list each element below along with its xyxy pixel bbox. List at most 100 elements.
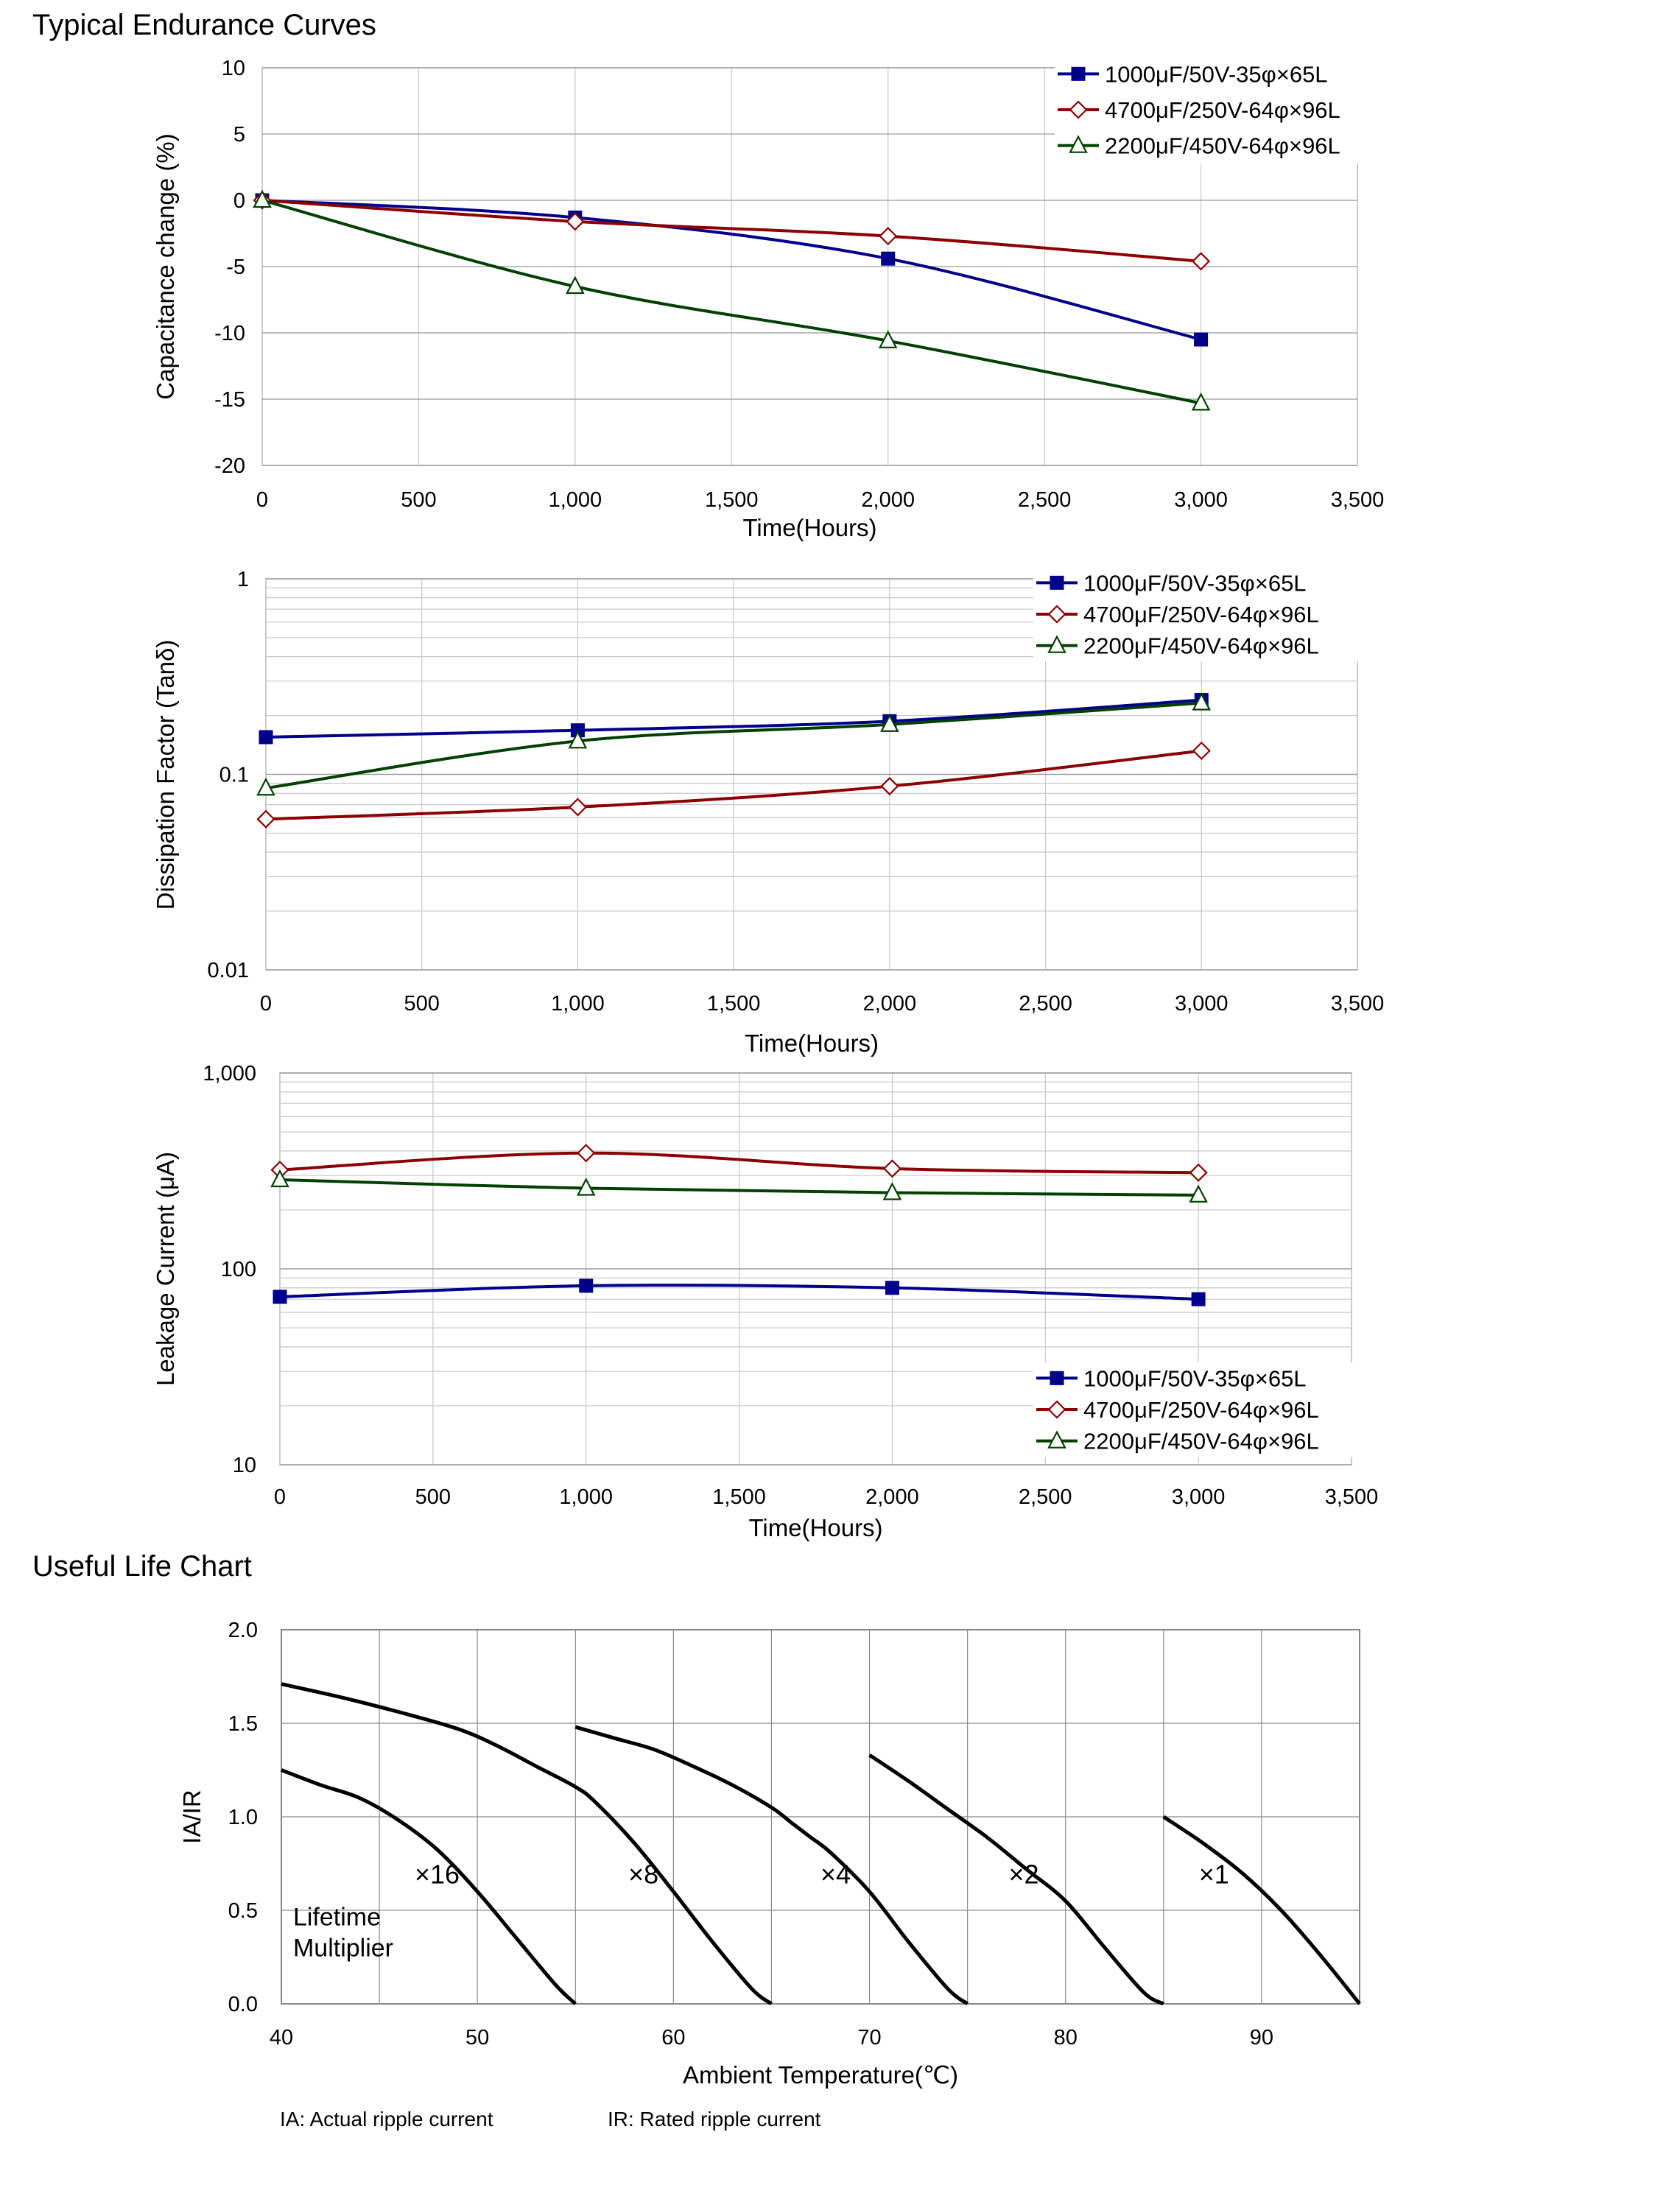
dissipation-series-line	[265, 701, 1202, 790]
capacitance-xtick-label: 0	[256, 488, 268, 512]
leakage-legend-marker	[1047, 1430, 1066, 1449]
multiplier-label: ×2	[1009, 1859, 1039, 1890]
multiplier-label: ×4	[820, 1859, 851, 1890]
dissipation-legend-marker	[1050, 575, 1064, 590]
capacitance-xtick-label: 2,500	[1018, 488, 1072, 512]
capacitance-xtick-label: 1,000	[549, 488, 602, 512]
dissipation-xtick-label: 3,000	[1175, 992, 1229, 1016]
useful-life-xtick-label: 80	[1054, 2026, 1078, 2049]
endurance-title: Typical Endurance Curves	[32, 9, 376, 41]
leakage-xtick-label: 500	[415, 1485, 451, 1509]
capacitance-y-axis-title: Capacitance change (%)	[152, 133, 179, 399]
dissipation-x-axis-title: Time(Hours)	[745, 1030, 879, 1057]
dissipation-ytick-label: 0.1	[219, 764, 249, 787]
dissipation-data-point	[568, 798, 587, 817]
leakage-legend-marker	[1050, 1371, 1064, 1385]
leakage-ytick-label: 100	[221, 1258, 256, 1281]
dissipation-legend: 1000μF/50V-35φ×65L 4700μF/250V-64φ×96L 220…	[1033, 567, 1380, 661]
dissipation-data-point	[259, 730, 273, 745]
dissipation-legend-label: 4700μF/250V-64φ×96L	[1083, 602, 1319, 627]
capacitance-legend-marker	[1069, 100, 1088, 119]
footnote-ir: IR: Rated ripple current	[608, 2108, 821, 2131]
useful-life-curve	[868, 1753, 1165, 2006]
useful-life-curve	[1162, 1815, 1361, 2005]
capacitance-data-point	[1194, 332, 1209, 347]
dissipation-ytick-label: 0.01	[208, 959, 249, 982]
useful-life-x-axis-title: Ambient Temperature(℃)	[683, 2061, 958, 2089]
dissipation-xtick-label: 0	[260, 992, 272, 1016]
dissipation-xtick-label: 2,500	[1019, 992, 1072, 1016]
capacitance-xtick-label: 1,500	[705, 488, 759, 512]
capacitance-xtick-label: 3,000	[1174, 488, 1228, 512]
dissipation-series-line	[265, 749, 1202, 821]
dissipation-data-point	[568, 730, 588, 749]
capacitance-data-point	[881, 251, 896, 266]
leakage-legend: 1000μF/50V-35φ×65L 4700μF/250V-64φ×96L 220…	[1033, 1362, 1380, 1457]
dissipation-data-point	[256, 777, 275, 796]
useful-life-curves: ×16 ×8 ×4 ×2 ×1 Lifetime Multiplier	[281, 1682, 1361, 2006]
dissipation-data-point	[1192, 692, 1212, 711]
useful-life-ytick-label: 0.0	[228, 1993, 258, 2016]
capacitance-legend-label: 4700μF/250V-64φ×96L	[1105, 97, 1340, 123]
leakage-series-line	[279, 1284, 1199, 1301]
leakage-data-point	[885, 1281, 899, 1295]
dissipation-ytick-label: 1	[237, 568, 249, 591]
capacitance-legend-label: 1000μF/50V-35φ×65L	[1105, 61, 1328, 87]
dissipation-xtick-label: 500	[404, 992, 440, 1016]
dissipation-y-axis-title: Dissipation Factor (Tanδ)	[152, 640, 179, 910]
leakage-data-point	[577, 1144, 596, 1163]
dissipation-legend-marker	[1047, 635, 1066, 653]
leakage-xtick-label: 2,500	[1019, 1485, 1072, 1509]
leakage-legend-label: 2200μF/450V-64φ×96L	[1083, 1429, 1319, 1454]
capacitance-legend-marker	[1069, 135, 1088, 153]
capacitance-data-point	[878, 330, 898, 348]
leakage-xtick-label: 3,500	[1325, 1485, 1379, 1509]
capacitance-series-group	[253, 189, 1211, 411]
capacitance-ytick-label: -10	[214, 322, 245, 345]
useful-life-xtick-label: 70	[857, 2026, 881, 2049]
multiplier-label: ×16	[415, 1859, 460, 1890]
useful-life-xtick-label: 60	[661, 2026, 685, 2049]
leakage-data-point	[270, 1169, 289, 1188]
dissipation-xtick-label: 1,500	[707, 992, 761, 1016]
dissipation-legend-label: 1000μF/50V-35φ×65L	[1083, 570, 1307, 596]
capacitance-ytick-label: 10	[222, 57, 245, 80]
capacitance-series-line	[261, 199, 1202, 341]
multiplier-label: ×8	[628, 1859, 658, 1890]
capacitance-ytick-label: -20	[214, 454, 245, 478]
capacitance-x-axis-title: Time(Hours)	[742, 514, 876, 541]
leakage-data-point	[1191, 1292, 1206, 1306]
useful-life-xtick-label: 90	[1250, 2026, 1273, 2049]
dissipation-legend-marker	[1047, 605, 1066, 624]
leakage-data-point	[882, 1182, 902, 1200]
dissipation-series-line	[265, 698, 1202, 739]
useful-life-curve	[574, 1725, 969, 2006]
leakage-data-point	[1189, 1184, 1208, 1203]
dissipation-series-group	[256, 692, 1212, 828]
useful-life-ytick-label: 1.5	[228, 1712, 258, 1736]
leakage-data-point	[273, 1289, 287, 1304]
leakage-xtick-label: 0	[274, 1485, 286, 1509]
useful-life-ytick-label: 1.0	[228, 1806, 258, 1829]
dissipation-xtick-label: 1,000	[551, 992, 605, 1016]
capacitance-xtick-label: 3,500	[1331, 488, 1385, 512]
capacitance-legend: 1000μF/50V-35φ×65L 4700μF/250V-64φ×96L 220…	[1055, 56, 1379, 163]
capacitance-data-point	[566, 275, 585, 295]
dissipation-data-point	[256, 809, 275, 828]
dissipation-xtick-label: 2,000	[863, 992, 917, 1016]
dissipation-legend-box	[1033, 567, 1380, 661]
lifetime-multiplier-annotation: Multiplier	[293, 1934, 393, 1962]
leakage-series-line	[279, 1178, 1199, 1197]
leakage-xtick-label: 2,000	[865, 1485, 919, 1509]
dissipation-data-point	[1192, 741, 1211, 761]
capacitance-data-point	[566, 212, 585, 231]
dissipation-data-point	[880, 777, 899, 796]
leakage-legend-label: 4700μF/250V-64φ×96L	[1083, 1397, 1319, 1423]
leakage-ytick-label: 10	[233, 1454, 256, 1477]
useful-life-y-axis-title: IA/IR	[178, 1790, 205, 1843]
leakage-data-point	[579, 1278, 594, 1293]
leakage-data-point	[576, 1178, 596, 1196]
useful-life-xtick-label: 40	[270, 2026, 293, 2049]
capacitance-data-point	[879, 227, 898, 246]
